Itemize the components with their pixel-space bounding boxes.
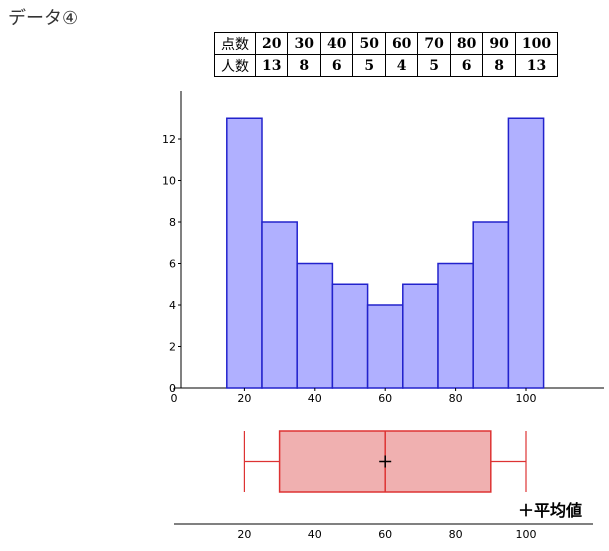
table-row-counts: 人数 13 8 6 5 4 5 6 8 13 bbox=[214, 54, 559, 77]
count-cell: 13 bbox=[514, 54, 559, 77]
score-cell: 60 bbox=[384, 32, 419, 55]
count-cell: 8 bbox=[482, 54, 516, 77]
histogram-bar bbox=[296, 262, 334, 389]
score-cell: 20 bbox=[254, 32, 289, 55]
page-title: データ④ bbox=[8, 8, 79, 29]
x-tick-label: 60 bbox=[378, 392, 392, 405]
box-x-tick-label: 60 bbox=[378, 528, 392, 541]
y-tick-label: 12 bbox=[162, 133, 176, 146]
box-x-tick-label: 40 bbox=[308, 528, 322, 541]
x-tick-label: 20 bbox=[237, 392, 251, 405]
score-cell: 90 bbox=[482, 32, 516, 55]
y-tick-label: 8 bbox=[169, 216, 176, 229]
histogram-bar bbox=[331, 283, 369, 389]
histogram-bar bbox=[402, 283, 439, 389]
histogram-bar bbox=[366, 304, 404, 389]
score-cell: 30 bbox=[287, 32, 321, 55]
x-tick-label: 100 bbox=[516, 392, 537, 405]
histogram-bar bbox=[507, 117, 545, 389]
y-tick-label: 4 bbox=[169, 299, 176, 312]
histogram-bar bbox=[261, 221, 298, 389]
score-cell: 80 bbox=[449, 32, 484, 55]
count-cell: 13 bbox=[254, 54, 289, 77]
box-x-tick-label: 80 bbox=[449, 528, 463, 541]
box-x-tick-label: 20 bbox=[237, 528, 251, 541]
x-tick-label: 40 bbox=[308, 392, 322, 405]
y-tick-label: 6 bbox=[169, 258, 176, 271]
table-row-scores: 点数 20 30 40 50 60 70 80 90 100 bbox=[214, 32, 559, 55]
frequency-table: 点数 20 30 40 50 60 70 80 90 100 人数 13 8 6… bbox=[214, 32, 559, 77]
y-tick-label: 10 bbox=[162, 175, 176, 188]
count-cell: 5 bbox=[417, 54, 451, 77]
histogram-bar bbox=[226, 117, 263, 389]
y-tick-label: 0 bbox=[169, 382, 176, 395]
histogram-bar bbox=[437, 262, 474, 389]
histogram-bar bbox=[472, 221, 510, 389]
y-tick-label: 2 bbox=[169, 341, 176, 354]
x-tick-label: 0 bbox=[171, 392, 178, 405]
mean-legend: ＋平均値 bbox=[518, 501, 582, 520]
row-header-count: 人数 bbox=[214, 54, 256, 77]
x-tick-label: 80 bbox=[449, 392, 463, 405]
score-cell: 100 bbox=[514, 32, 559, 55]
box-x-tick-label: 100 bbox=[516, 528, 537, 541]
score-cell: 50 bbox=[352, 32, 386, 55]
